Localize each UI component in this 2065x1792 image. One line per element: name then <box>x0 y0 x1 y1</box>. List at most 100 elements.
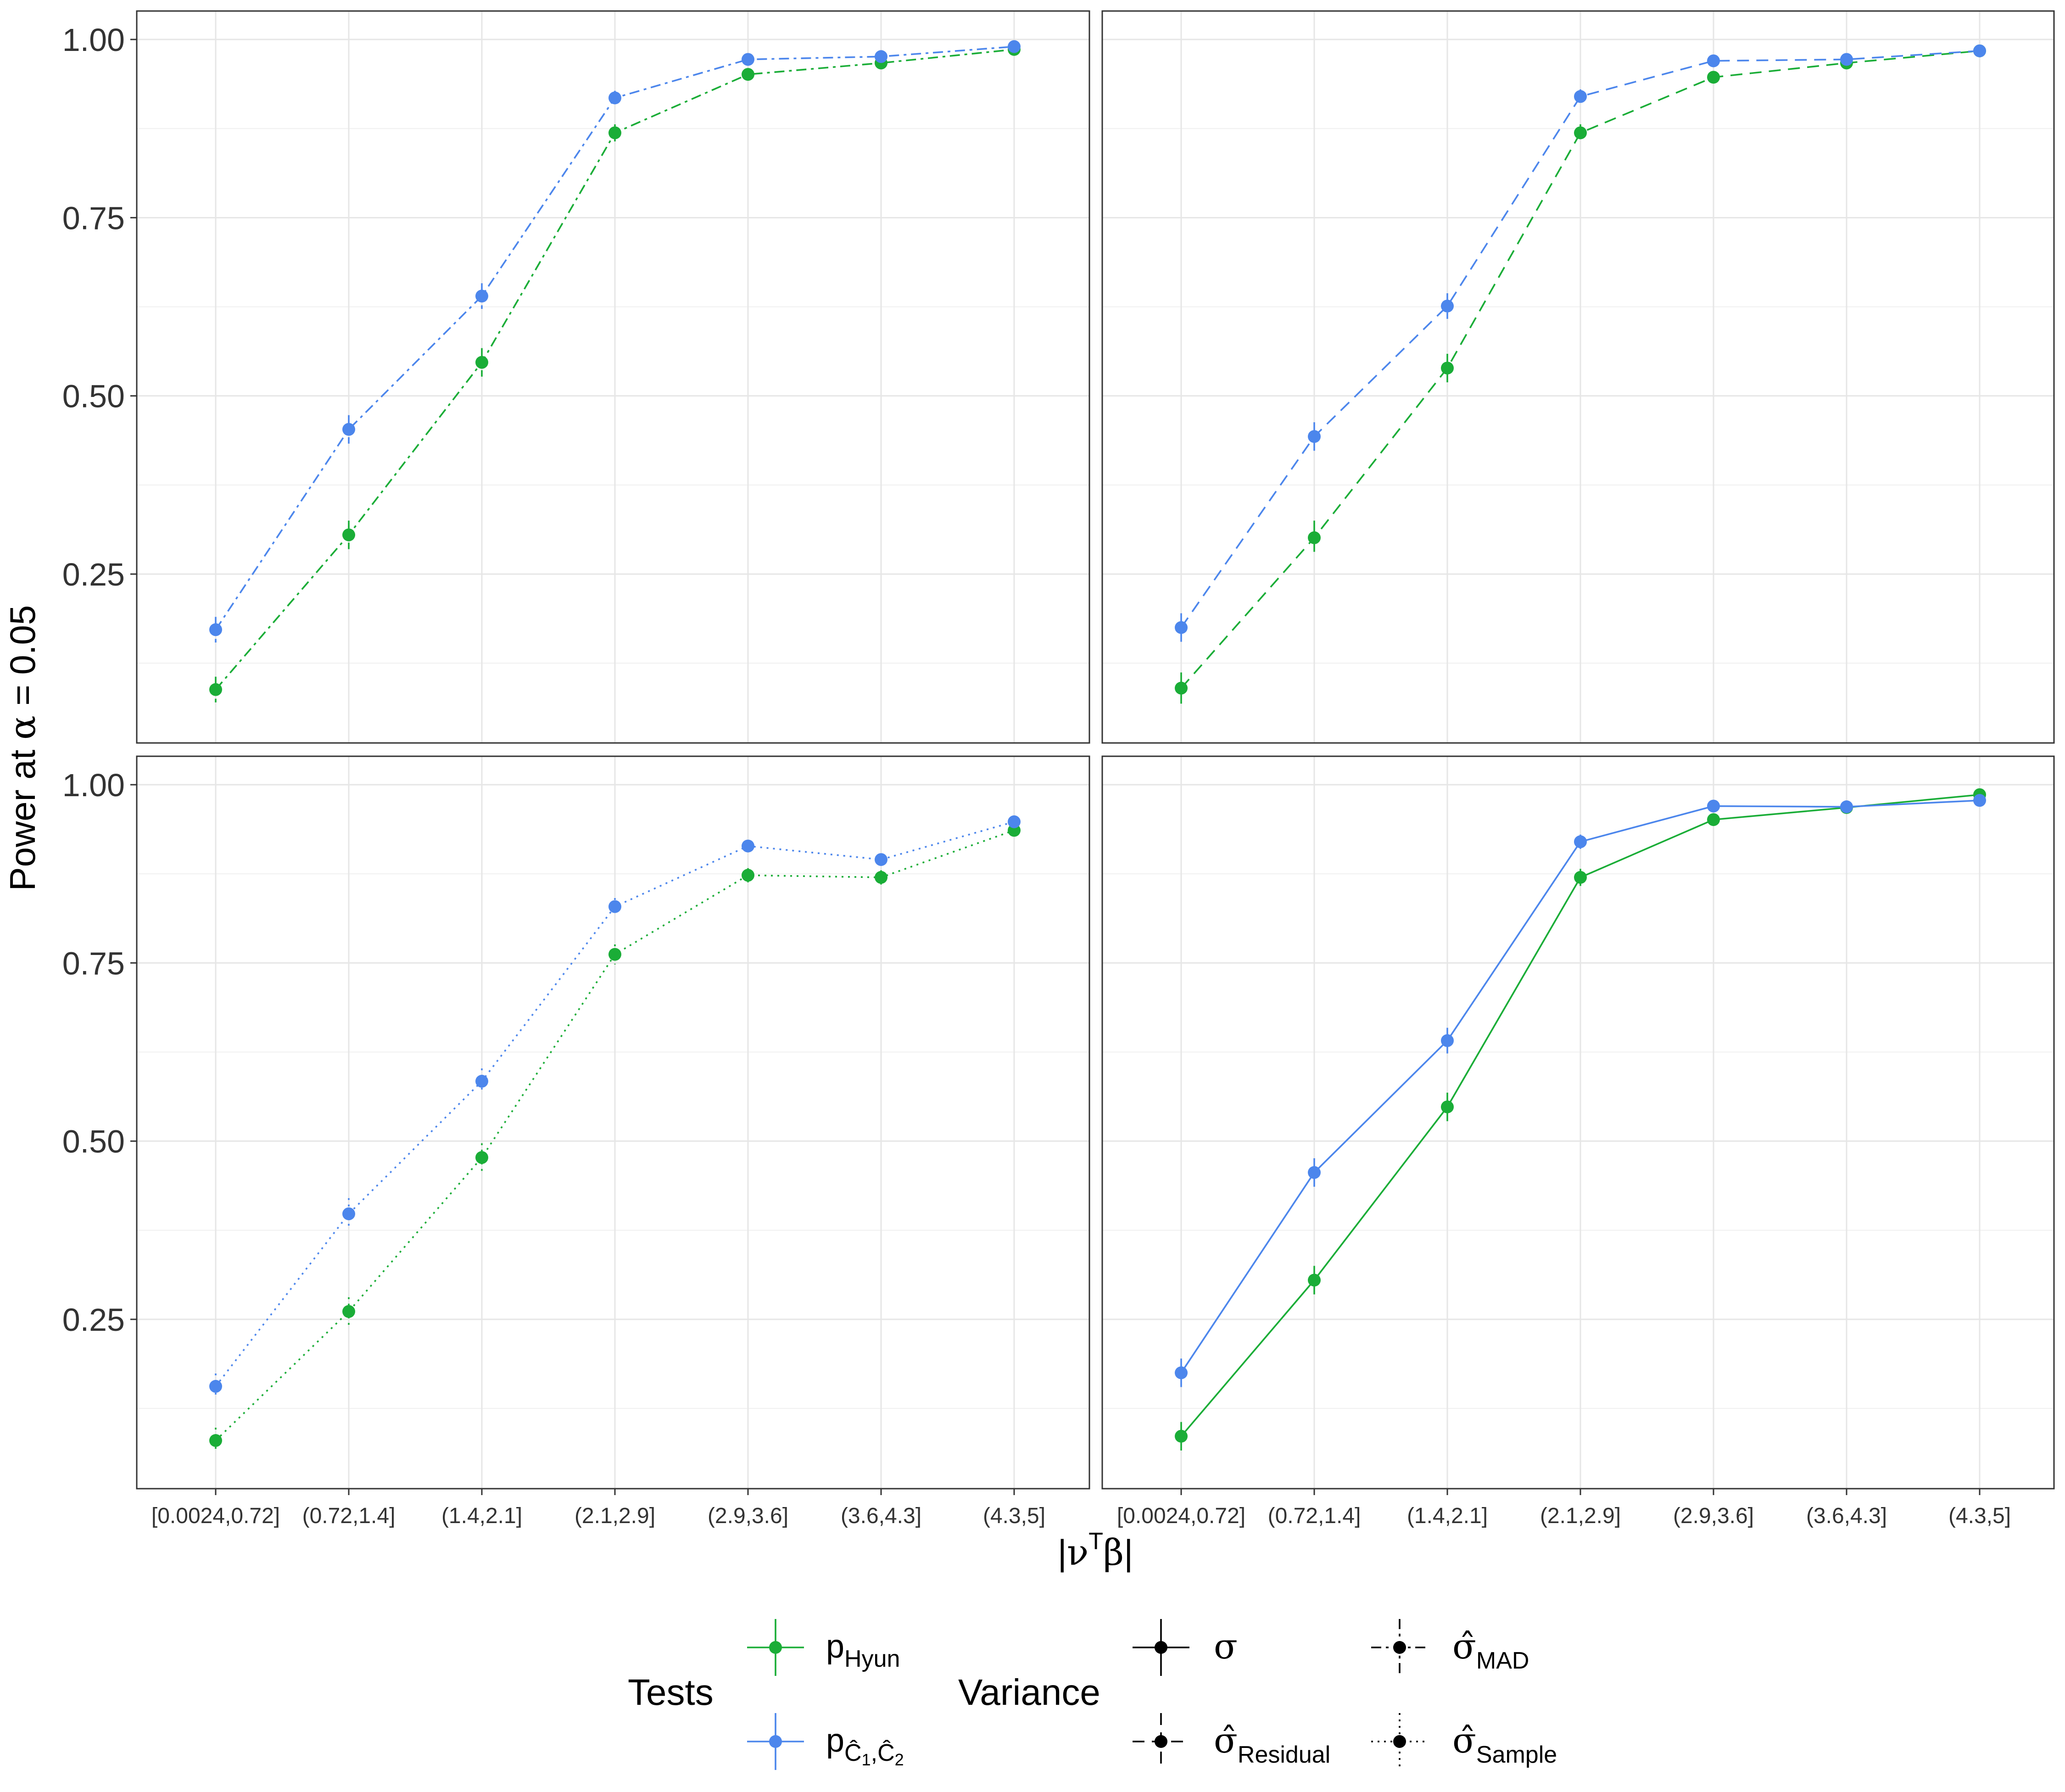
data-point <box>1441 362 1454 375</box>
data-point <box>209 623 222 636</box>
x-tick-label: [0.0024,0.72] <box>151 1504 280 1528</box>
x-axis-label: |νTβ| <box>1058 1528 1133 1574</box>
panel-top-right <box>1101 10 2055 744</box>
legend-label-sigma: σ <box>1214 1626 1238 1667</box>
data-point <box>1574 871 1587 884</box>
data-point <box>875 853 887 866</box>
data-point <box>1707 799 1720 813</box>
data-point <box>1308 430 1321 443</box>
x-tick-label: [0.0024,0.72] <box>1117 1504 1245 1528</box>
x-tick-label: (2.1,2.9] <box>1540 1504 1621 1528</box>
data-point <box>608 948 621 961</box>
data-point <box>1175 681 1188 695</box>
panel-background <box>1102 11 2054 743</box>
y-tick-label: 0.75 <box>62 945 125 981</box>
legend-key-hyun: pHyun <box>747 1619 900 1676</box>
legend-label-hyun: pHyun <box>826 1628 900 1672</box>
data-point <box>475 290 488 303</box>
x-tick-label: (0.72,1.4] <box>1268 1504 1361 1528</box>
data-point <box>1707 71 1720 84</box>
data-point <box>475 356 488 369</box>
data-point <box>1574 126 1587 140</box>
x-axis-ticks: [0.0024,0.72] (0.72,1.4] (1.4,2.1] (2.1,2.9… <box>1117 1489 2011 1528</box>
data-point <box>1973 44 1986 57</box>
legend-key-sigma-residual: σ̂Residual <box>1133 1713 1330 1770</box>
panel-border <box>1101 10 2055 744</box>
legend-key-sigma: σ <box>1133 1619 1238 1676</box>
data-point <box>1308 531 1321 544</box>
data-point <box>475 1075 488 1088</box>
data-point <box>1441 1034 1454 1047</box>
data-point <box>1175 1366 1188 1379</box>
legend-key-point <box>769 1735 782 1748</box>
series-c1c2 <box>209 40 1021 643</box>
data-point <box>342 528 355 542</box>
y-tick-label: 0.50 <box>62 1124 125 1160</box>
x-tick-label: (3.6,4.3] <box>841 1504 921 1528</box>
data-point <box>1840 800 1853 814</box>
series-c1c2 <box>1175 794 1986 1387</box>
data-point <box>1008 815 1021 828</box>
y-tick-label: 1.00 <box>62 767 125 803</box>
x-tick-label: (2.9,3.6] <box>708 1504 788 1528</box>
data-point <box>209 1434 222 1447</box>
data-point <box>1175 621 1188 634</box>
data-point <box>342 1207 355 1221</box>
legend: Tests Variance pHyun pĈ1,Ĉ2 σ σ̂MAD σ̂Residual… <box>628 1619 1557 1770</box>
legend-label-sigma-sample: σ̂Sample <box>1452 1720 1557 1768</box>
legend-label-c1c2: pĈ1,Ĉ2 <box>826 1722 904 1769</box>
y-tick-label: 0.75 <box>62 200 125 236</box>
panel-background <box>1102 756 2054 1489</box>
panel-border <box>136 755 1090 1490</box>
data-point <box>342 423 355 436</box>
x-tick-label: (2.1,2.9] <box>575 1504 655 1528</box>
x-tick-label: (3.6,4.3] <box>1806 1504 1887 1528</box>
data-point <box>875 50 887 63</box>
data-point <box>742 53 754 66</box>
data-point <box>209 1380 222 1393</box>
y-tick-label: 0.25 <box>62 1302 125 1338</box>
legend-key-sigma-sample: σ̂Sample <box>1371 1713 1557 1770</box>
y-tick-label: 0.50 <box>62 379 125 414</box>
data-point <box>608 126 621 140</box>
data-point <box>1574 90 1587 103</box>
data-point <box>875 871 887 884</box>
data-point <box>1707 813 1720 826</box>
data-point <box>1574 835 1587 849</box>
legend-label-sigma-mad: σ̂MAD <box>1452 1626 1529 1674</box>
data-point <box>1840 53 1853 66</box>
y-axis-ticks: 0.25 0.50 0.75 1.00 <box>62 767 137 1338</box>
data-point <box>1308 1273 1321 1287</box>
y-tick-label: 1.00 <box>62 22 125 58</box>
panel-gridlines <box>1102 756 2054 1489</box>
legend-key-point <box>1155 1641 1167 1654</box>
panel-top-left <box>136 10 1090 744</box>
legend-key-c1c2: pĈ1,Ĉ2 <box>747 1713 904 1770</box>
panel-bottom-left <box>136 755 1090 1490</box>
x-tick-label: (2.9,3.6] <box>1673 1504 1754 1528</box>
x-tick-label: (0.72,1.4] <box>302 1504 396 1528</box>
y-axis-label: Power at α = 0.05 <box>2 605 44 891</box>
legend-variance-title: Variance <box>958 1672 1100 1713</box>
data-point <box>742 68 754 81</box>
legend-key-point <box>769 1641 782 1654</box>
panel-background <box>137 756 1089 1489</box>
panel-bottom-right <box>1101 755 2055 1490</box>
data-point <box>1441 299 1454 313</box>
legend-key-point <box>1155 1735 1167 1748</box>
legend-tests-title: Tests <box>628 1672 714 1713</box>
series-c1c2 <box>1175 44 1986 642</box>
legend-label-sigma-residual: σ̂Residual <box>1214 1720 1330 1768</box>
data-point <box>608 900 621 913</box>
panel-border <box>1101 755 2055 1490</box>
y-axis-ticks: 0.25 0.50 0.75 1.00 <box>62 22 137 592</box>
data-point <box>1308 1166 1321 1179</box>
data-point <box>1175 1429 1188 1443</box>
data-point <box>608 91 621 105</box>
panel-gridlines <box>1102 11 2054 743</box>
data-point <box>742 869 754 882</box>
x-tick-label: (4.3,5] <box>1948 1504 2011 1528</box>
data-point <box>342 1305 355 1318</box>
legend-key-point <box>1393 1735 1406 1748</box>
